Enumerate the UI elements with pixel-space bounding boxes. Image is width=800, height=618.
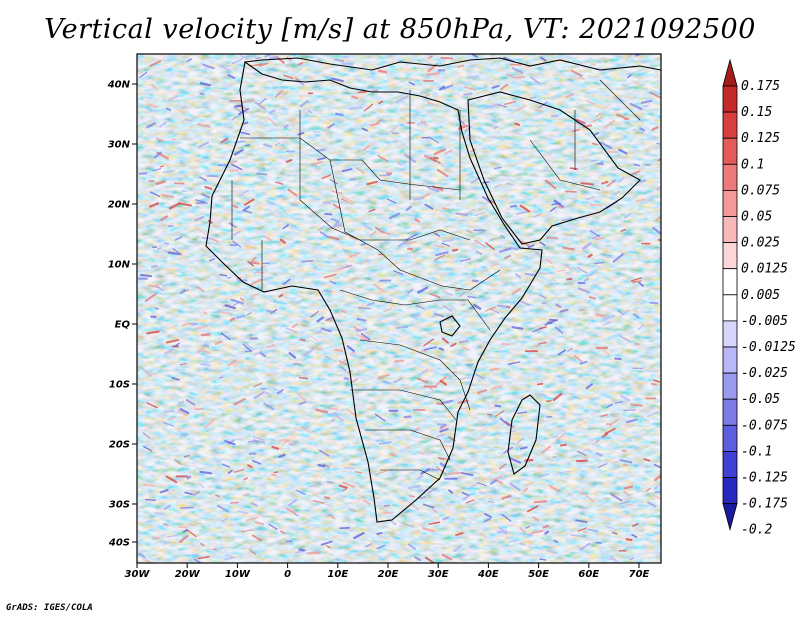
colorbar-segment [722,424,738,452]
colorbar-label: -0.1 [741,444,772,459]
colorbar: 0.175 0.15 0.125 0.1 0.075 0.05 0.025 0.0125 0.0… [722,58,796,538]
colorbar-segment [722,372,738,400]
lon-label: 40E [477,569,499,580]
lon-label: 10W [225,569,251,580]
colorbar-label: 0.0125 [741,262,788,277]
lon-label: 30W [125,569,151,580]
lat-label: 20S [109,440,130,451]
country-borders [231,79,641,481]
colorbar-top-arrow [722,58,738,87]
lon-label: 30E [428,569,449,580]
colorbar-label: 0.125 [741,131,780,146]
colorbar-segment [722,216,738,244]
longitude-axis: 30W 20W 10W 0 10E 20E 30E 40E 50E 60E 70E [125,563,650,580]
map-area [137,54,661,563]
colorbar-label: 0.1 [741,157,764,172]
lat-label: 30S [109,500,130,511]
colorbar-label: -0.025 [741,366,788,381]
colorbar-segment [722,242,738,270]
colorbar-label: 0.005 [741,288,780,303]
colorbar-label: -0.075 [741,418,788,433]
colorbar-label: -0.125 [741,471,788,486]
colorbar-segment [722,450,738,478]
colorbar-label: 0.175 [741,79,780,94]
latitude-axis: 40N 30N 20N 10N EQ 10S 20S 30S 40S [107,80,137,549]
lat-label: 10N [108,260,131,271]
lat-label: 40N [107,80,131,91]
lon-label: 10E [327,569,348,580]
madagascar-coastline [507,394,541,475]
lon-label: 60E [578,569,599,580]
lat-label: 40S [108,538,130,549]
colorbar-segment [722,294,738,322]
colorbar-segment [722,137,738,165]
colorbar-segment [722,111,738,139]
colorbar-label: -0.0125 [741,340,796,355]
arabia-coastline [467,91,641,245]
lon-label: 20W [175,569,201,580]
europe-coastline [244,57,661,71]
colorbar-segment [722,268,738,296]
colorbar-label: 0.025 [741,236,780,251]
colorbar-label: 0.05 [741,210,772,225]
credit-text: GrADS: IGES/COLA [6,603,93,613]
colorbar-label: 0.15 [741,105,772,120]
lon-label: 70E [629,569,650,580]
map-title: Vertical velocity [m/s] at 850hPa, VT: 2… [44,14,756,45]
africa-coastline [205,61,543,523]
lat-label: EQ [115,320,131,331]
colorbar-label: -0.005 [741,314,788,329]
colorbar-segment [722,85,738,113]
lon-label: 20E [378,569,399,580]
colorbar-label: -0.175 [741,497,788,512]
lat-label: 10S [109,380,130,391]
lon-label: 0 [284,569,291,580]
lat-label: 30N [108,140,131,151]
colorbar-label: -0.2 [741,523,772,538]
lake-victoria [439,315,461,337]
colorbar-label: 0.075 [741,183,780,198]
lat-label: 20N [108,200,131,211]
velocity-speckle [138,54,661,563]
coastlines [205,57,661,523]
colorbar-segment [722,398,738,426]
colorbar-segment [722,477,738,505]
map-frame [136,53,662,564]
colorbar-label: -0.05 [741,392,780,407]
colorbar-bottom-arrow [722,503,738,532]
colorbar-segment [722,320,738,348]
lon-label: 50E [528,569,549,580]
colorbar-segment [722,346,738,374]
colorbar-segment [722,163,738,191]
colorbar-segment [722,189,738,217]
